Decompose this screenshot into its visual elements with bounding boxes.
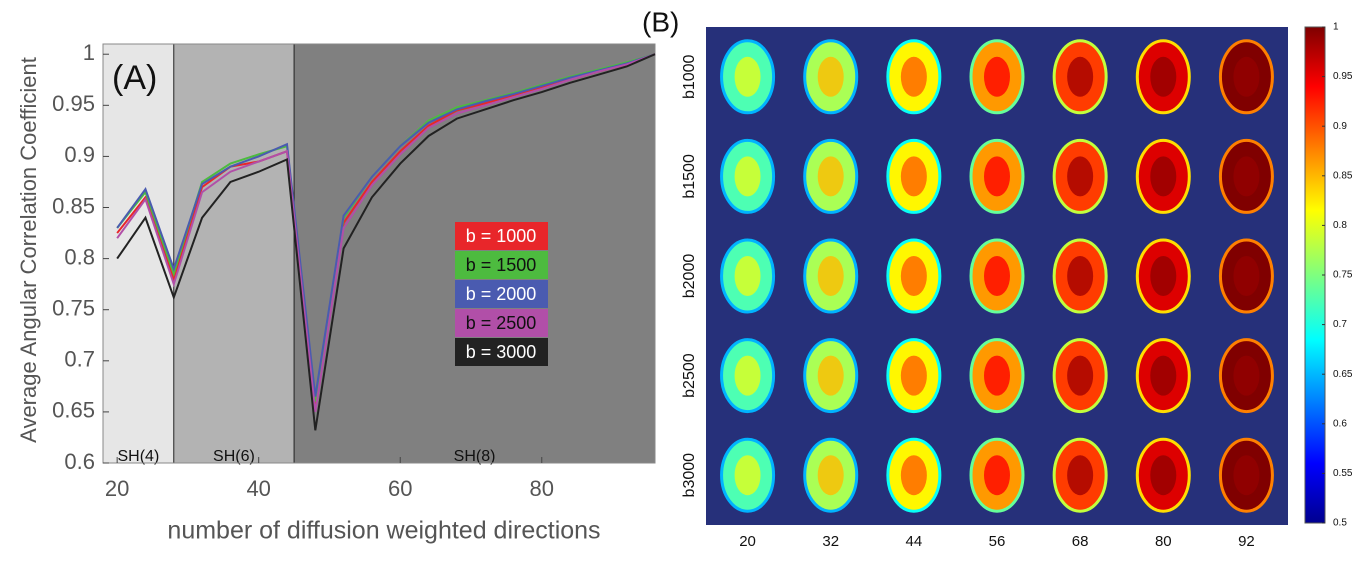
brain-core [1067,256,1093,296]
brain-core [901,455,927,495]
y-tick-label: 0.75 [52,296,95,321]
brain-core [1067,57,1093,97]
legend-label: b = 3000 [466,342,537,362]
colorbar-tick-label: 1 [1333,22,1339,33]
brain-core [901,57,927,97]
panel-label: (A) [112,59,157,97]
brain-core [735,57,761,97]
brain-core [1150,156,1176,196]
row-label: b3000 [681,453,698,498]
column-label: 56 [989,533,1006,550]
y-tick-label: 0.95 [52,91,95,116]
colorbar-tick-label: 0.75 [1333,270,1353,281]
x-tick-label: 80 [530,476,554,501]
legend-label: b = 1500 [466,255,537,275]
x-tick-label: 40 [246,476,270,501]
colorbar-tick-label: 0.6 [1333,418,1347,429]
brain-core [901,156,927,196]
brain-core [984,57,1010,97]
brain-core [1150,256,1176,296]
brain-core [1150,57,1176,97]
colorbar-tick-label: 0.8 [1333,220,1347,231]
brain-core [1233,156,1259,196]
brain-core [1150,356,1176,396]
brain-core [735,455,761,495]
y-tick-label: 0.9 [64,142,95,167]
column-label: 32 [822,533,839,550]
brain-core [1233,455,1259,495]
brain-core [984,356,1010,396]
y-tick-label: 0.8 [64,244,95,269]
colorbar-tick-label: 0.65 [1333,369,1353,380]
brain-core [735,356,761,396]
brain-core [1067,455,1093,495]
y-axis-label: Average Angular Correlation Coefficient [16,57,41,443]
column-label: 80 [1155,533,1172,550]
colorbar-tick-label: 0.5 [1333,518,1347,529]
brain-core [735,256,761,296]
brain-core [984,256,1010,296]
row-label: b1500 [681,154,698,199]
brain-core [901,356,927,396]
brain-core [818,256,844,296]
brain-core [984,156,1010,196]
brain-core [1233,57,1259,97]
column-label: 20 [739,533,756,550]
brain-core [984,455,1010,495]
y-tick-label: 1 [83,40,95,65]
row-label: b1000 [681,54,698,99]
x-tick-label: 20 [105,476,129,501]
row-label: b2000 [681,254,698,299]
y-tick-label: 0.85 [52,193,95,218]
brain-core [818,156,844,196]
y-tick-label: 0.6 [64,449,95,474]
brain-core [1233,356,1259,396]
brain-core [1150,455,1176,495]
legend-label: b = 1000 [466,226,537,246]
panel-label: (B) [642,6,679,37]
y-tick-label: 0.65 [52,398,95,423]
brain-core [818,57,844,97]
column-label: 68 [1072,533,1089,550]
figure: SH(4)SH(6)SH(8)0.60.650.70.750.80.850.90… [0,0,1368,557]
colorbar-tick-label: 0.9 [1333,121,1347,132]
brain-core [1067,356,1093,396]
x-axis-label: number of diffusion weighted directions [167,517,600,545]
colorbar-tick-label: 0.7 [1333,319,1347,330]
brain-core [818,356,844,396]
colorbar-tick-label: 0.95 [1333,71,1353,82]
legend-label: b = 2000 [466,284,537,304]
colorbar-tick-label: 0.55 [1333,468,1353,479]
brain-core [901,256,927,296]
colorbar-tick-label: 0.85 [1333,170,1353,181]
row-label: b2500 [681,353,698,398]
brain-core [735,156,761,196]
column-label: 92 [1238,533,1255,550]
column-label: 44 [906,533,923,550]
y-tick-label: 0.7 [64,347,95,372]
region [174,44,294,463]
brain-core [818,455,844,495]
x-tick-label: 60 [388,476,412,501]
brain-core [1067,156,1093,196]
legend-label: b = 2500 [466,313,537,333]
brain-core [1233,256,1259,296]
